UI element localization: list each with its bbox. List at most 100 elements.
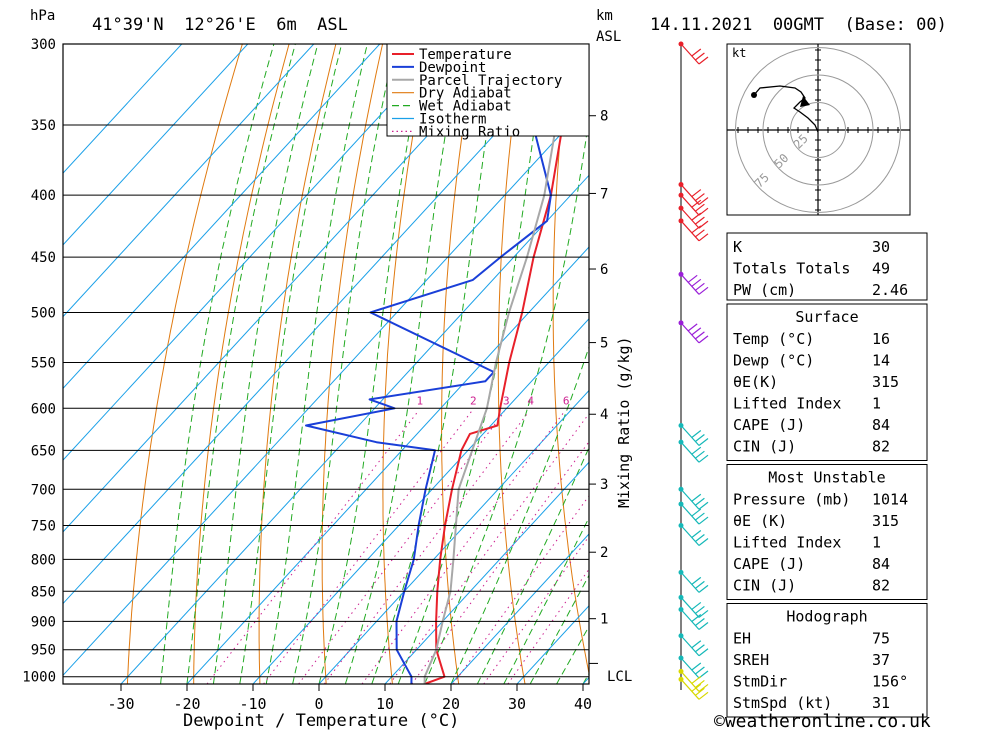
wet-adiabat-line: [265, 44, 368, 684]
pressure-tick-label: 600: [31, 401, 56, 417]
wind-barb-flag: [695, 618, 705, 626]
copyright-footer[interactable]: ©weatheronline.co.uk: [714, 711, 931, 732]
pressure-tick-label: 350: [31, 118, 56, 134]
pressure-tick-label: 750: [31, 519, 56, 535]
mixing-ratio-label: 1: [417, 394, 424, 407]
index-value: 156°: [872, 673, 908, 691]
pressure-tick-label: 450: [31, 250, 56, 266]
index-label: CIN (J): [733, 438, 796, 456]
index-label: PW (cm): [733, 281, 796, 299]
isotherm-line: [318, 389, 589, 684]
index-label: Temp (°C): [733, 330, 814, 348]
wet-adiabat-line: [529, 574, 589, 684]
series-line: [423, 44, 566, 684]
wind-barb-staff: [680, 525, 700, 546]
wet-adiabat-line: [186, 44, 296, 684]
km-tick-label: 4: [600, 407, 608, 423]
wet-adiabat-line: [424, 115, 589, 684]
pressure-tick-label: 300: [31, 37, 56, 53]
wet-adiabat-line: [239, 44, 343, 684]
wind-barb-flag: [691, 576, 702, 585]
temp-tick-label: 10: [376, 695, 394, 713]
wind-barb-flag: [698, 286, 709, 295]
index-value: 84: [872, 555, 890, 573]
isotherm-line: [120, 174, 589, 684]
wind-barb-flag: [698, 584, 709, 593]
lcl-label: LCL: [607, 669, 632, 685]
wind-barb-flag: [691, 683, 702, 692]
isotherm-line: [63, 44, 381, 390]
wet-adiabat-line: [318, 44, 427, 684]
wind-barb-staff: [680, 220, 700, 242]
wind-barb-flag: [695, 52, 705, 61]
index-value: 1: [872, 534, 881, 552]
mixing-ratio-line: [452, 495, 589, 684]
hodograph-ring: [735, 47, 901, 213]
pressure-tick-label: 550: [31, 356, 56, 372]
wet-adiabat-line: [292, 44, 396, 684]
wind-barb-flag: [698, 516, 709, 525]
isotherm-line: [63, 44, 183, 174]
dry-adiabat-line: [258, 44, 337, 684]
wind-barb-flag: [691, 614, 702, 622]
index-label: Dewp (°C): [733, 352, 814, 370]
wind-barb-flag: [695, 282, 705, 291]
hodograph-stats-title: Hodograph: [786, 608, 867, 626]
wind-barb-flag: [698, 683, 709, 692]
index-value: 14: [872, 352, 890, 370]
index-label: Pressure (mb): [733, 491, 850, 509]
isotherm-line: [450, 533, 589, 684]
index-label: θE(K): [733, 373, 778, 391]
wind-barb-flag: [691, 225, 702, 234]
legend-label: Mixing Ratio: [419, 124, 520, 140]
index-label: CAPE (J): [733, 416, 805, 434]
pressure-tick-label: 950: [31, 643, 56, 659]
index-value: 75: [872, 630, 890, 648]
pressure-tick-label: 900: [31, 614, 56, 630]
index-label: Totals Totals: [733, 260, 850, 278]
mixing-ratio-line: [298, 411, 505, 684]
legend-label: Wet Adiabat: [419, 99, 512, 115]
wind-barb-flag: [695, 605, 705, 614]
wind-barb-flag: [695, 534, 705, 542]
wind-barb-flag: [691, 530, 702, 538]
wind-barb-flag: [691, 601, 702, 610]
index-label: StmSpd (kt): [733, 694, 832, 712]
wind-barb-flag: [691, 446, 702, 455]
legend-label: Temperature: [419, 47, 512, 63]
wind-barb-flag: [695, 497, 705, 506]
wind-barb-flag: [698, 609, 709, 618]
km-tick-label: 6: [600, 262, 608, 278]
wind-barb-staff: [680, 273, 700, 295]
storm-motion-marker: [800, 96, 810, 107]
km-tick-label: 1: [600, 612, 608, 628]
wind-barb-flag: [698, 220, 709, 229]
index-value: 315: [872, 512, 899, 530]
dry-adiabat-line: [382, 44, 430, 684]
location-label: 41°39'N 12°26'E 6m ASL: [92, 15, 348, 35]
wind-barb-staff: [680, 503, 700, 525]
dry-adiabat-line: [552, 44, 589, 676]
km-unit: km: [596, 8, 613, 24]
wind-barb-flag: [695, 580, 705, 589]
wind-barb-staff: [680, 184, 700, 205]
mixing-ratio-line: [389, 412, 589, 684]
wind-barb-flag: [695, 512, 705, 521]
wind-barb-flag: [691, 493, 702, 502]
wind-barb-flag: [687, 323, 698, 332]
wind-barb-flag: [691, 327, 702, 336]
mixing-ratio-label: 15: [649, 394, 662, 407]
wind-barb-flag: [695, 666, 705, 675]
hpa-unit: hPa: [30, 8, 55, 24]
index-value: 82: [872, 577, 890, 595]
pressure-tick-label: 700: [31, 482, 56, 498]
index-label: Lifted Index: [733, 534, 841, 552]
asl-unit: ASL: [596, 29, 621, 45]
wind-barb-flag: [698, 648, 709, 657]
index-label: CAPE (J): [733, 555, 805, 573]
wind-barb-flag: [698, 622, 709, 630]
wind-barb-flag: [691, 675, 702, 684]
isotherm-line: [63, 44, 249, 246]
